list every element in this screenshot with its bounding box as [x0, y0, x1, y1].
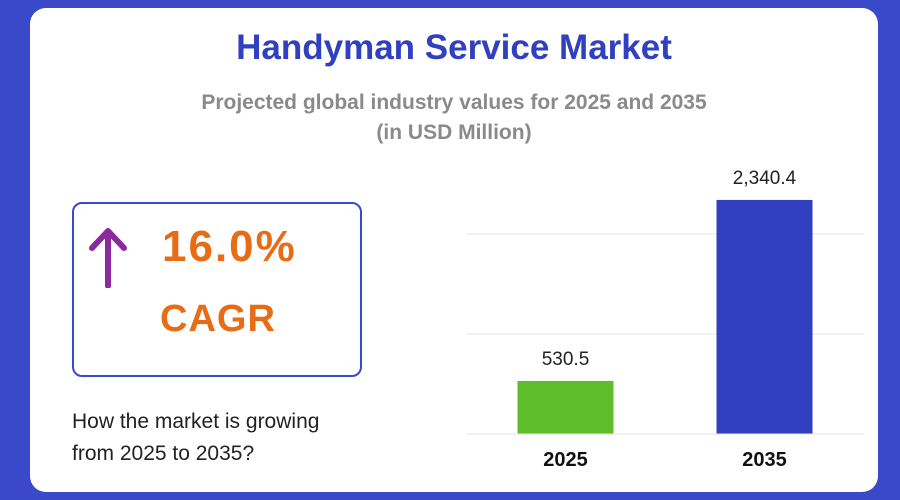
subtitle: Projected global industry values for 202… — [30, 88, 878, 148]
cagr-value: 16.0% — [162, 222, 297, 271]
subtitle-line-1: Projected global industry values for 202… — [201, 91, 707, 114]
infographic-card: Handyman Service Market Projected global… — [30, 8, 878, 492]
growth-note-line-1: How the market is growing — [72, 410, 320, 433]
data-label-2035: 2,340.4 — [733, 168, 797, 189]
cagr-label: CAGR — [160, 298, 276, 340]
x-tick-label-2025: 2025 — [543, 449, 588, 471]
cagr-box: 16.0% CAGR — [72, 202, 362, 377]
growth-note: How the market is growing from 2025 to 2… — [72, 406, 392, 470]
bar-2025 — [517, 380, 614, 434]
growth-note-line-2: from 2025 to 2035? — [72, 442, 255, 465]
bar-chart: 530.5 2025 2,340.4 2035 — [466, 168, 864, 471]
bar-2035 — [716, 199, 813, 434]
subtitle-line-2: (in USD Million) — [376, 121, 532, 144]
data-label-2025: 530.5 — [542, 349, 590, 370]
page-title: Handyman Service Market — [236, 28, 672, 67]
arrow-up-icon — [89, 228, 127, 288]
x-tick-label-2035: 2035 — [742, 449, 787, 471]
